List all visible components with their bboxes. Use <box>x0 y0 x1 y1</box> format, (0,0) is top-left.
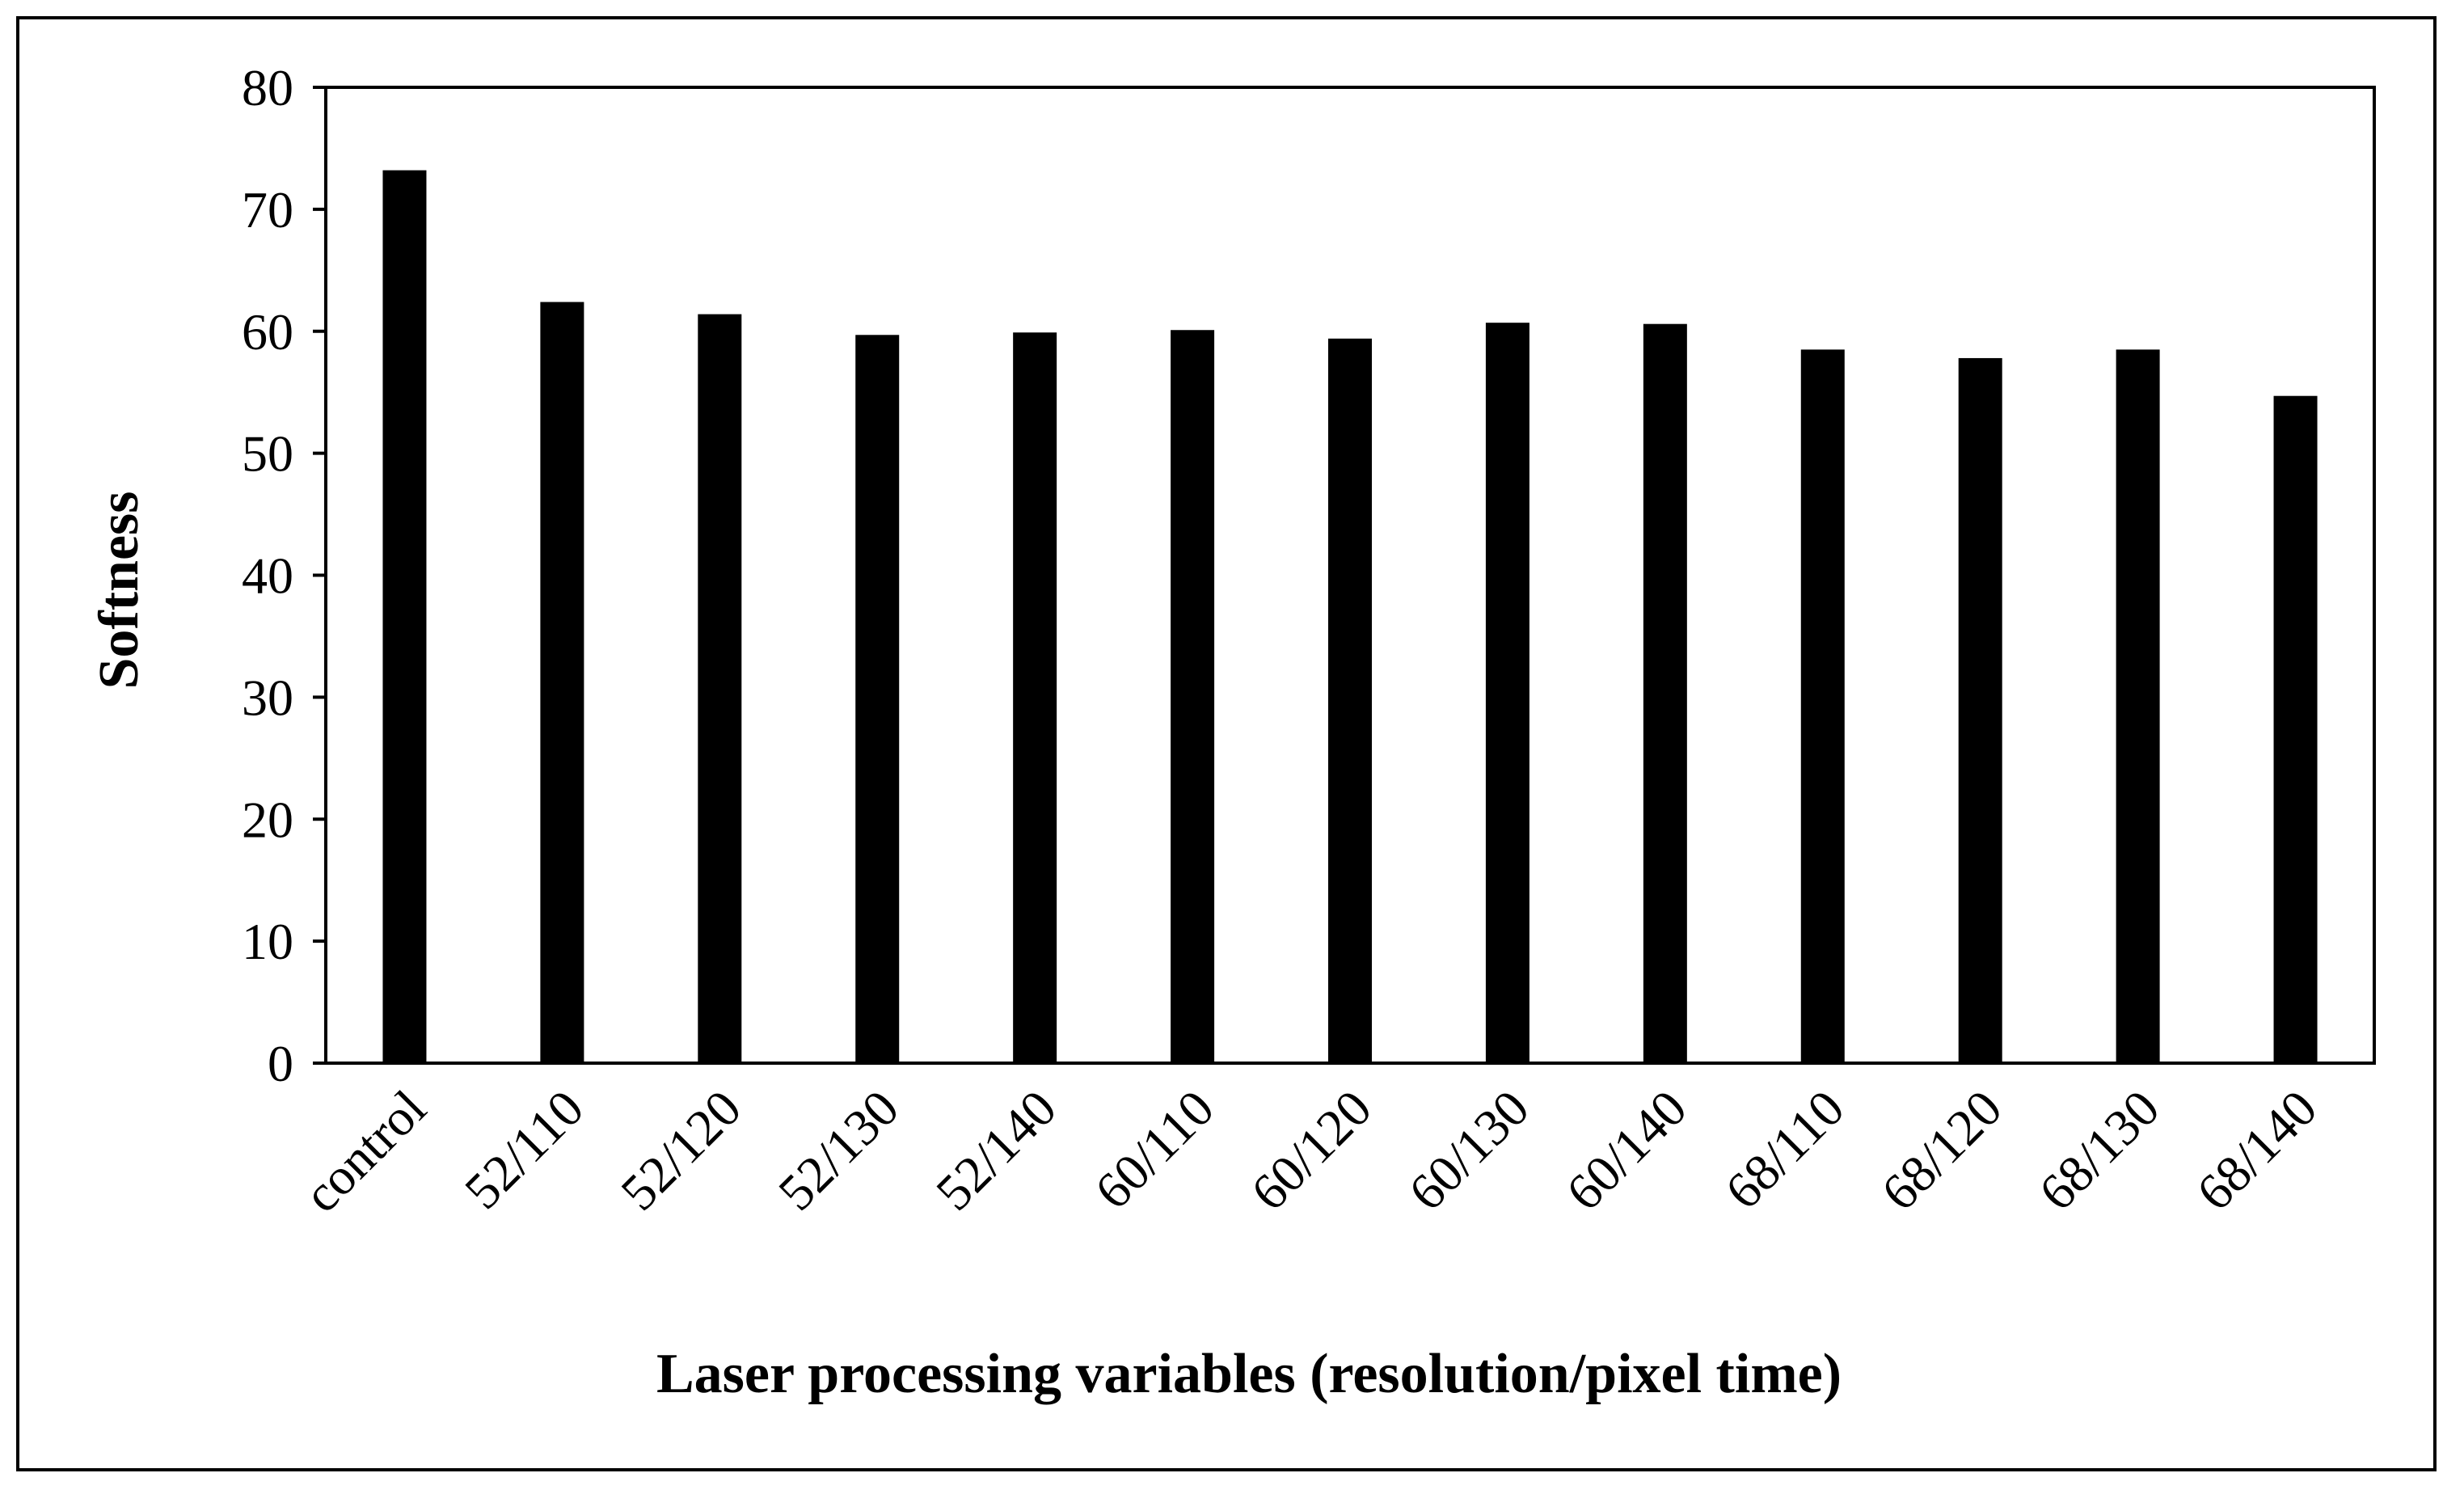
y-axis: 0 10 20 30 40 50 60 70 80 <box>242 59 326 1092</box>
x-tick-label: 60/120 <box>1240 1079 1382 1222</box>
x-tick-label: 60/140 <box>1555 1079 1698 1222</box>
x-tick-label: 60/130 <box>1398 1079 1540 1222</box>
x-tick-label: 52/130 <box>767 1079 909 1222</box>
bar-60-130 <box>1485 323 1529 1064</box>
y-tick-label: 70 <box>242 181 293 238</box>
y-tick-label: 50 <box>242 425 293 483</box>
x-axis: control 52/110 52/120 52/130 52/140 60/110 60/… <box>293 1079 2327 1223</box>
x-tick-label: 68/130 <box>2028 1079 2171 1222</box>
bar-68-140 <box>2273 395 2318 1063</box>
y-tick-label: 10 <box>242 913 293 970</box>
y-tick-label: 20 <box>242 791 293 848</box>
y-tick-label: 60 <box>242 303 293 361</box>
bar-52-120 <box>698 314 742 1063</box>
bar-60-120 <box>1328 338 1372 1063</box>
bar-68-120 <box>1958 357 2002 1063</box>
y-tick-label: 40 <box>242 547 293 605</box>
bar-52-140 <box>1013 332 1057 1063</box>
x-tick-label: 52/120 <box>610 1079 752 1222</box>
bar-68-130 <box>2116 349 2160 1064</box>
x-tick-label: control <box>293 1079 437 1223</box>
x-tick-label: 52/110 <box>454 1079 594 1220</box>
x-tick-label: 68/110 <box>1714 1079 1854 1220</box>
bar-60-140 <box>1643 323 1687 1063</box>
y-tick-label: 0 <box>268 1035 293 1092</box>
x-tick-label: 68/120 <box>1871 1079 2013 1222</box>
y-tick-label: 80 <box>242 59 293 116</box>
x-tick-label: 60/110 <box>1084 1079 1225 1220</box>
y-axis-title: Softness <box>88 491 150 689</box>
x-tick-label: 52/140 <box>925 1079 1067 1222</box>
y-tick-label: 30 <box>242 669 293 726</box>
bar-68-110 <box>1800 349 1845 1064</box>
bars <box>382 170 2318 1064</box>
bar-60-110 <box>1171 330 1215 1064</box>
bar-control <box>382 170 427 1064</box>
x-axis-title: Laser processing variables (resolution/p… <box>656 1343 1842 1405</box>
x-tick-label: 68/140 <box>2186 1079 2328 1222</box>
bar-52-110 <box>540 302 584 1063</box>
bar-52-130 <box>855 335 900 1063</box>
